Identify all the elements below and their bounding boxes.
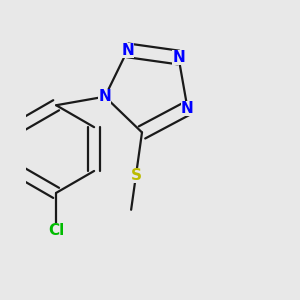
FancyBboxPatch shape: [181, 100, 194, 116]
Text: N: N: [181, 101, 194, 116]
Text: N: N: [121, 43, 134, 58]
Text: Cl: Cl: [48, 224, 64, 238]
Text: N: N: [172, 50, 185, 65]
FancyBboxPatch shape: [129, 168, 142, 183]
FancyBboxPatch shape: [98, 89, 111, 104]
Text: N: N: [99, 89, 111, 104]
FancyBboxPatch shape: [172, 50, 185, 65]
FancyBboxPatch shape: [121, 43, 134, 58]
FancyBboxPatch shape: [46, 224, 66, 238]
Text: S: S: [130, 168, 141, 183]
